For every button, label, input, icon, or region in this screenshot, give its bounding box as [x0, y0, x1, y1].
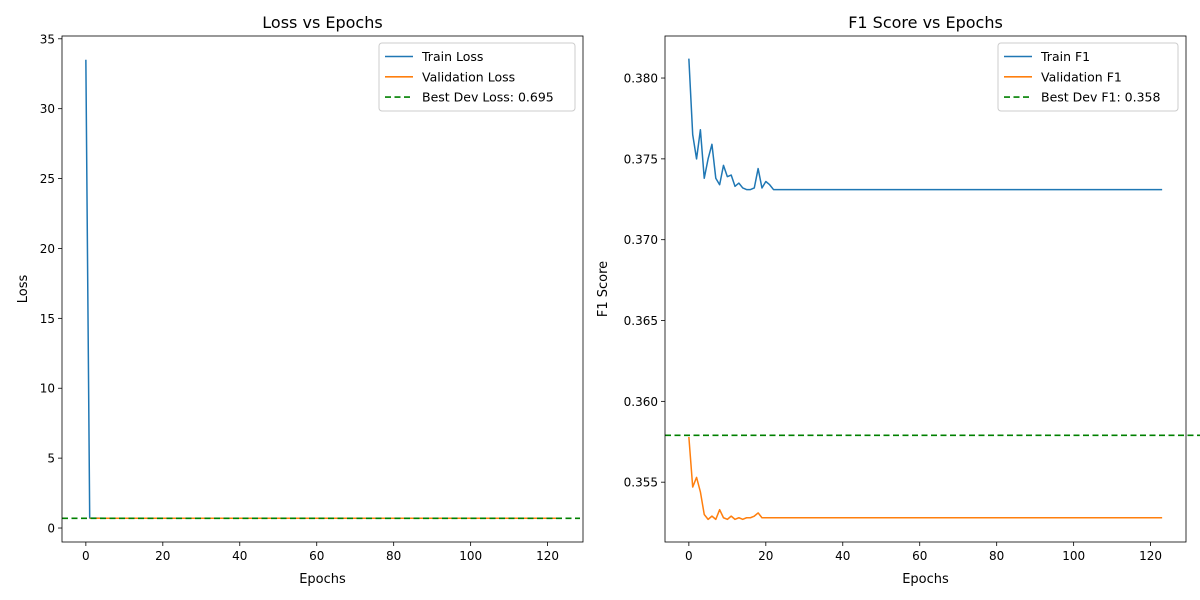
- loss-x-tick-label: 60: [309, 549, 324, 563]
- f1-y-tick-label: 0.370: [624, 233, 658, 247]
- f1-y-tick-label: 0.375: [624, 152, 658, 166]
- loss-legend-label: Validation Loss: [422, 69, 515, 84]
- loss-legend-box: [378, 42, 576, 112]
- f1-plot: F1 Score vs Epochs Epochs F1 Score 0 20 40 60 8…: [596, 13, 1200, 587]
- f1-y-axis-label: F1 Score: [596, 261, 611, 317]
- f1-x-tick-label: 60: [912, 549, 927, 563]
- f1-y-tick-label: 0.355: [624, 476, 658, 490]
- loss-axes-frame: [61, 35, 584, 543]
- loss-x-tick-label: 20: [155, 549, 170, 563]
- loss-y-tick-label: 5: [47, 452, 55, 466]
- f1-series-line-train-f1: [688, 58, 1163, 191]
- f1-y-tick-label: 0.365: [624, 314, 658, 328]
- f1-x-tick-label: 0: [685, 549, 693, 563]
- loss-x-tick-label: 80: [386, 549, 401, 563]
- loss-x-tick-label: 40: [232, 549, 247, 563]
- f1-x-tick-label: 40: [835, 549, 850, 563]
- loss-chart-title: Loss vs Epochs: [262, 13, 382, 32]
- f1-y-tick-label: 0.360: [624, 395, 658, 409]
- loss-y-axis-label: Loss: [16, 275, 31, 304]
- loss-x-axis-label: Epochs: [299, 572, 346, 587]
- loss-y-tick-label: 20: [40, 242, 55, 256]
- f1-chart-title: F1 Score vs Epochs: [848, 13, 1003, 32]
- f1-legend-label: Validation F1: [1041, 69, 1122, 84]
- f1-legend: Train F1 Validation F1 Best Dev F1: 0.358: [997, 42, 1179, 112]
- loss-y-tick-label: 0: [47, 522, 55, 536]
- f1-legend-box: [997, 42, 1179, 112]
- loss-x-tick-label: 100: [459, 549, 482, 563]
- f1-x-tick-label: 120: [1139, 549, 1162, 563]
- loss-legend: Train Loss Validation Loss Best Dev Loss: …: [378, 42, 576, 112]
- loss-legend-label: Train Loss: [421, 49, 483, 64]
- loss-legend-label: Best Dev Loss: 0.695: [422, 90, 554, 105]
- loss-y-tick-label: 35: [40, 32, 55, 46]
- loss-x-tick-label: 120: [536, 549, 559, 563]
- f1-axes-frame: [664, 35, 1187, 543]
- f1-legend-label: Train F1: [1040, 49, 1090, 64]
- f1-x-tick-label: 20: [758, 549, 773, 563]
- loss-y-tick-label: 15: [40, 312, 55, 326]
- loss-x-tick-label: 0: [82, 549, 90, 563]
- f1-legend-label: Best Dev F1: 0.358: [1041, 90, 1160, 105]
- f1-x-tick-label: 100: [1062, 549, 1085, 563]
- loss-y-tick-label: 25: [40, 172, 55, 186]
- loss-y-tick-label: 10: [40, 382, 55, 396]
- loss-y-tick-label: 30: [40, 102, 55, 116]
- f1-x-tick-label: 80: [989, 549, 1004, 563]
- loss-plot: Loss vs Epochs Epochs Loss 0 20 40 60 80 100 120 0…: [16, 13, 584, 587]
- f1-data-area: [688, 58, 1163, 521]
- f1-y-tick-label: 0.380: [624, 72, 658, 86]
- f1-series-line-validation-f1: [688, 436, 1163, 521]
- f1-x-axis-label: Epochs: [902, 572, 949, 587]
